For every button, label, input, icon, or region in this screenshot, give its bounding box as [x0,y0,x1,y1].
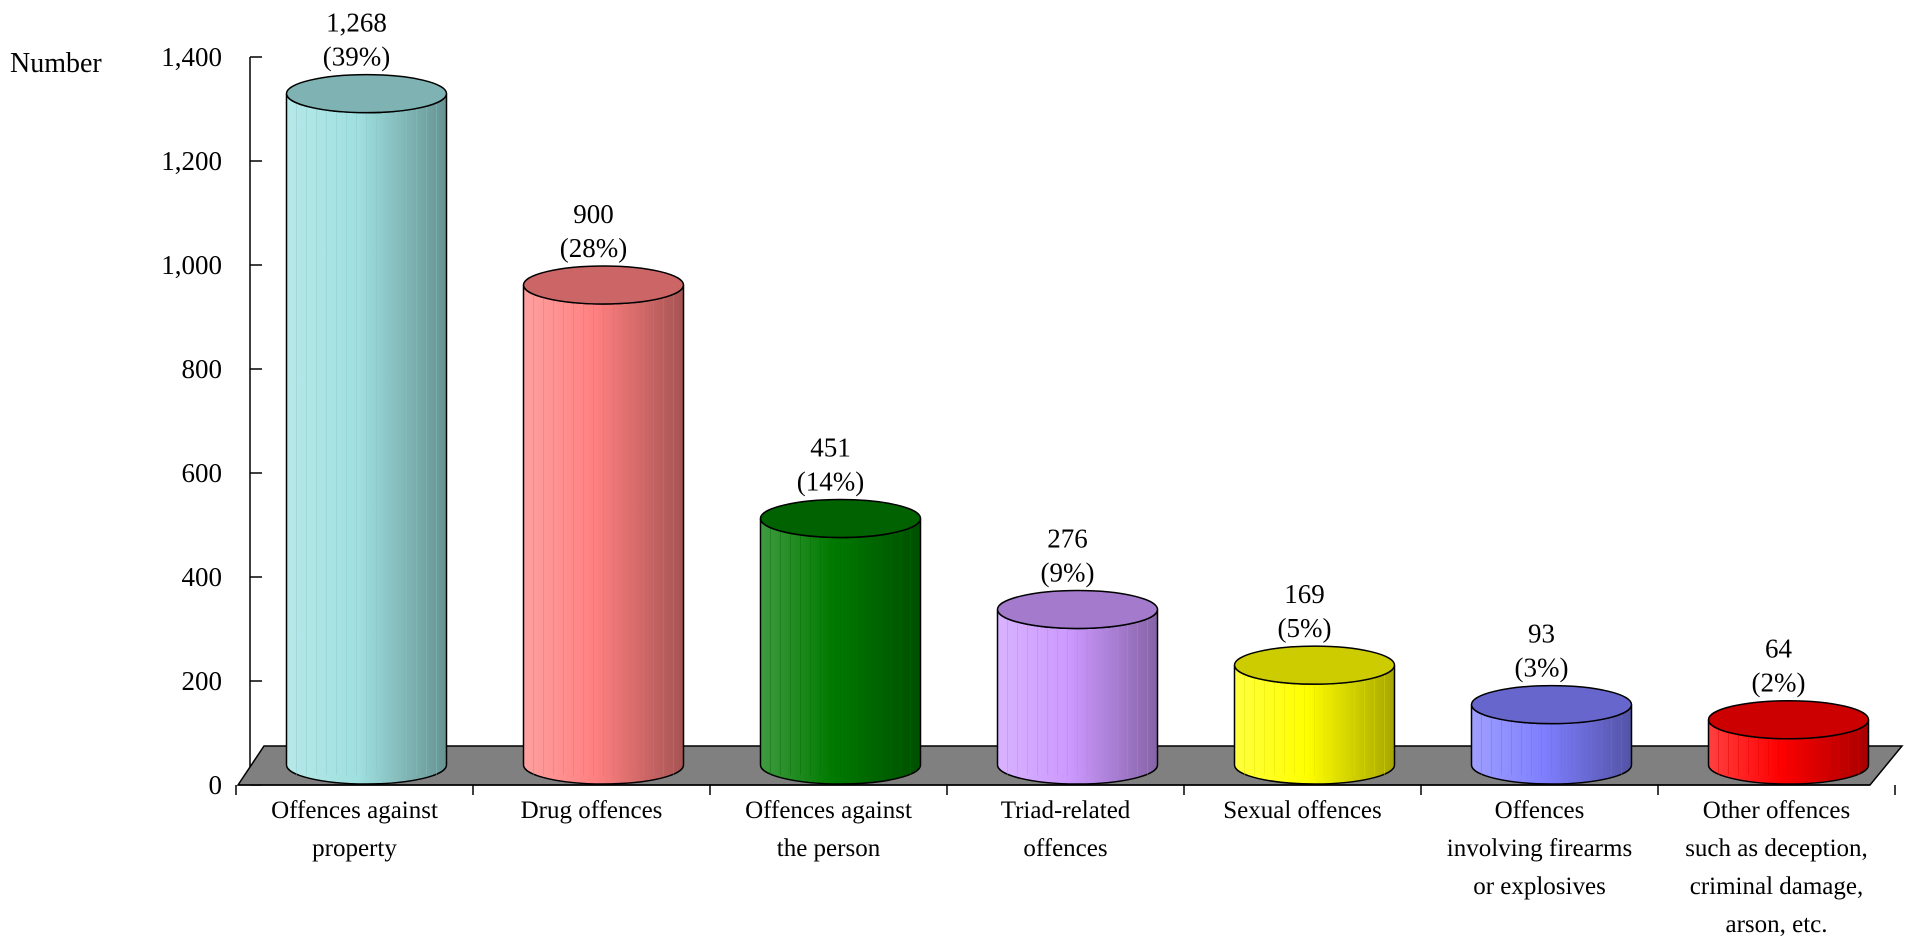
y-tick-label: 400 [182,562,223,592]
x-tick-label: Other offences [1703,797,1850,824]
y-axis: 0 200 400 600 800 1,000 1,200 1,400 [161,42,262,800]
x-tick-label: or explosives [1473,873,1606,900]
y-tick-label: 1,000 [161,250,222,280]
bars [285,73,1870,785]
x-tick-label: arson, etc. [1725,911,1827,938]
x-axis-categories: Offences against property Drug offences Off… [271,797,1868,938]
x-tick-label: Sexual offences [1223,797,1382,824]
data-label-percent: (3%) [1515,653,1569,683]
data-label-percent: (28%) [560,233,627,263]
data-labels: 1,268 (39%) 900 (28%) 451 (14%) 276 (9%) 169 (5%)… [323,8,1806,698]
y-tick-label: 600 [182,458,223,488]
bar-top [1470,684,1633,725]
bar-3 [996,589,1159,785]
data-label-value: 451 [810,432,851,462]
y-tick-label: 1,200 [161,146,222,176]
bar-4 [1233,645,1396,785]
x-tick-label: Offences against [271,797,438,824]
x-tick-label: such as deception, [1685,835,1868,862]
x-tick-label: criminal damage, [1690,873,1864,900]
bar-2 [759,498,922,785]
y-tick-label: 1,400 [161,42,222,72]
bar-top [996,589,1159,630]
data-label-value: 1,268 [326,8,387,38]
data-label-percent: (5%) [1278,613,1332,643]
data-label-value: 276 [1047,523,1088,553]
data-label-value: 93 [1528,619,1555,649]
data-label-percent: (9%) [1041,557,1095,587]
data-label-value: 169 [1284,579,1325,609]
y-tick-label: 0 [209,770,223,800]
x-tick-label: Offences against [745,797,912,824]
data-label-value: 64 [1765,634,1793,664]
bar-1 [522,265,685,785]
x-tick-label: the person [777,835,881,862]
y-tick-label: 200 [182,666,223,696]
y-tick-label: 800 [182,354,223,384]
x-tick-label: property [312,835,397,862]
x-tick-label: offences [1023,835,1107,862]
y-axis-label: Number [10,48,102,79]
bar-0 [285,73,448,785]
x-tick-label: Drug offences [521,797,663,824]
bar-6 [1707,699,1870,785]
bar-top [285,73,448,114]
bar-top [1233,645,1396,685]
bar-top [522,265,685,305]
data-label-percent: (39%) [323,42,390,72]
x-tick-label: involving firearms [1447,835,1632,862]
data-label-percent: (2%) [1752,668,1806,698]
data-label-value: 900 [573,199,614,229]
x-tick-label: Offences [1495,797,1585,824]
data-label-percent: (14%) [797,466,864,496]
bar-top [1707,699,1870,740]
x-tick-label: Triad-related [1001,797,1131,824]
bar-5 [1470,684,1633,785]
bar-top [759,498,922,539]
